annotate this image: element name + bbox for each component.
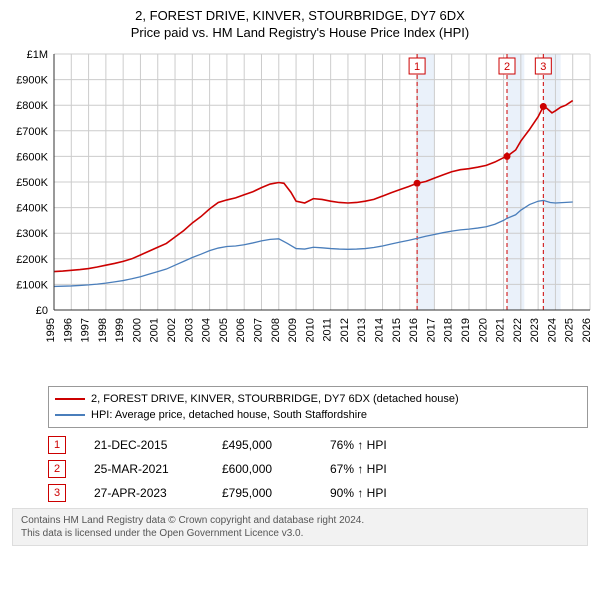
svg-text:£300K: £300K — [16, 228, 48, 240]
marker-hpi: 67% ↑ HPI — [330, 462, 410, 476]
svg-text:2004: 2004 — [201, 318, 213, 342]
svg-text:2015: 2015 — [391, 318, 403, 342]
svg-text:2007: 2007 — [252, 318, 264, 342]
svg-text:1995: 1995 — [45, 318, 57, 342]
marker-price: £600,000 — [222, 462, 302, 476]
svg-text:£900K: £900K — [16, 75, 48, 87]
svg-text:2000: 2000 — [131, 318, 143, 342]
svg-text:£700K: £700K — [16, 126, 48, 138]
svg-text:1997: 1997 — [80, 318, 92, 342]
svg-text:2022: 2022 — [512, 318, 524, 342]
svg-text:£0: £0 — [36, 305, 48, 317]
footer-attribution: Contains HM Land Registry data © Crown c… — [12, 508, 588, 546]
marker-number-box: 2 — [48, 460, 66, 478]
svg-text:2005: 2005 — [218, 318, 230, 342]
svg-text:1999: 1999 — [114, 318, 126, 342]
marker-price: £795,000 — [222, 486, 302, 500]
legend-label-hpi: HPI: Average price, detached house, Sout… — [91, 407, 367, 423]
svg-text:2019: 2019 — [460, 318, 472, 342]
svg-text:2011: 2011 — [322, 318, 334, 342]
svg-text:2018: 2018 — [443, 318, 455, 342]
svg-text:2025: 2025 — [564, 318, 576, 342]
svg-text:£500K: £500K — [16, 177, 48, 189]
markers-table: 1 21-DEC-2015 £495,000 76% ↑ HPI 2 25-MA… — [48, 436, 588, 502]
svg-text:£400K: £400K — [16, 203, 48, 215]
svg-text:2: 2 — [504, 61, 510, 73]
svg-text:£200K: £200K — [16, 254, 48, 266]
marker-number: 2 — [54, 463, 60, 475]
svg-text:2017: 2017 — [425, 318, 437, 342]
legend-line-hpi — [55, 414, 85, 416]
marker-number-box: 1 — [48, 436, 66, 454]
marker-date: 27-APR-2023 — [94, 486, 194, 500]
svg-text:2012: 2012 — [339, 318, 351, 342]
marker-date: 25-MAR-2021 — [94, 462, 194, 476]
svg-text:1996: 1996 — [62, 318, 74, 342]
chart-container: 2, FOREST DRIVE, KINVER, STOURBRIDGE, DY… — [0, 0, 600, 546]
titles: 2, FOREST DRIVE, KINVER, STOURBRIDGE, DY… — [0, 0, 600, 40]
svg-text:2016: 2016 — [408, 318, 420, 342]
svg-text:2006: 2006 — [235, 318, 247, 342]
svg-text:2002: 2002 — [166, 318, 178, 342]
svg-text:£100K: £100K — [16, 279, 48, 291]
svg-text:2021: 2021 — [495, 318, 507, 342]
svg-text:2023: 2023 — [529, 318, 541, 342]
legend-line-price — [55, 398, 85, 400]
marker-row: 3 27-APR-2023 £795,000 90% ↑ HPI — [48, 484, 588, 502]
svg-text:2008: 2008 — [270, 318, 282, 342]
legend-item-price: 2, FOREST DRIVE, KINVER, STOURBRIDGE, DY… — [55, 391, 581, 407]
marker-price: £495,000 — [222, 438, 302, 452]
svg-text:£800K: £800K — [16, 100, 48, 112]
svg-text:2014: 2014 — [374, 318, 386, 342]
marker-row: 2 25-MAR-2021 £600,000 67% ↑ HPI — [48, 460, 588, 478]
svg-text:1998: 1998 — [97, 318, 109, 342]
marker-number: 3 — [54, 487, 60, 499]
svg-text:2003: 2003 — [183, 318, 195, 342]
svg-text:2009: 2009 — [287, 318, 299, 342]
svg-text:£1M: £1M — [27, 49, 48, 61]
svg-text:2001: 2001 — [149, 318, 161, 342]
svg-text:2024: 2024 — [546, 318, 558, 342]
svg-text:1: 1 — [414, 61, 420, 73]
marker-hpi: 76% ↑ HPI — [330, 438, 410, 452]
svg-text:2010: 2010 — [304, 318, 316, 342]
marker-date: 21-DEC-2015 — [94, 438, 194, 452]
svg-text:3: 3 — [540, 61, 546, 73]
marker-row: 1 21-DEC-2015 £495,000 76% ↑ HPI — [48, 436, 588, 454]
footer-line2: This data is licensed under the Open Gov… — [21, 527, 579, 540]
svg-text:2026: 2026 — [581, 318, 593, 342]
legend: 2, FOREST DRIVE, KINVER, STOURBRIDGE, DY… — [48, 386, 588, 428]
svg-text:2013: 2013 — [356, 318, 368, 342]
legend-label-price: 2, FOREST DRIVE, KINVER, STOURBRIDGE, DY… — [91, 391, 459, 407]
chart-area: £0 £100K £200K £300K £400K £500K £600K £700K £80… — [0, 40, 600, 380]
address-title: 2, FOREST DRIVE, KINVER, STOURBRIDGE, DY… — [0, 8, 600, 23]
marker-hpi: 90% ↑ HPI — [330, 486, 410, 500]
svg-text:£600K: £600K — [16, 151, 48, 163]
subtitle: Price paid vs. HM Land Registry's House … — [0, 25, 600, 40]
legend-item-hpi: HPI: Average price, detached house, Sout… — [55, 407, 581, 423]
marker-number: 1 — [54, 439, 60, 451]
line-chart-svg: £0 £100K £200K £300K £400K £500K £600K £700K £80… — [0, 40, 600, 380]
footer-line1: Contains HM Land Registry data © Crown c… — [21, 514, 579, 527]
svg-text:2020: 2020 — [477, 318, 489, 342]
marker-number-box: 3 — [48, 484, 66, 502]
